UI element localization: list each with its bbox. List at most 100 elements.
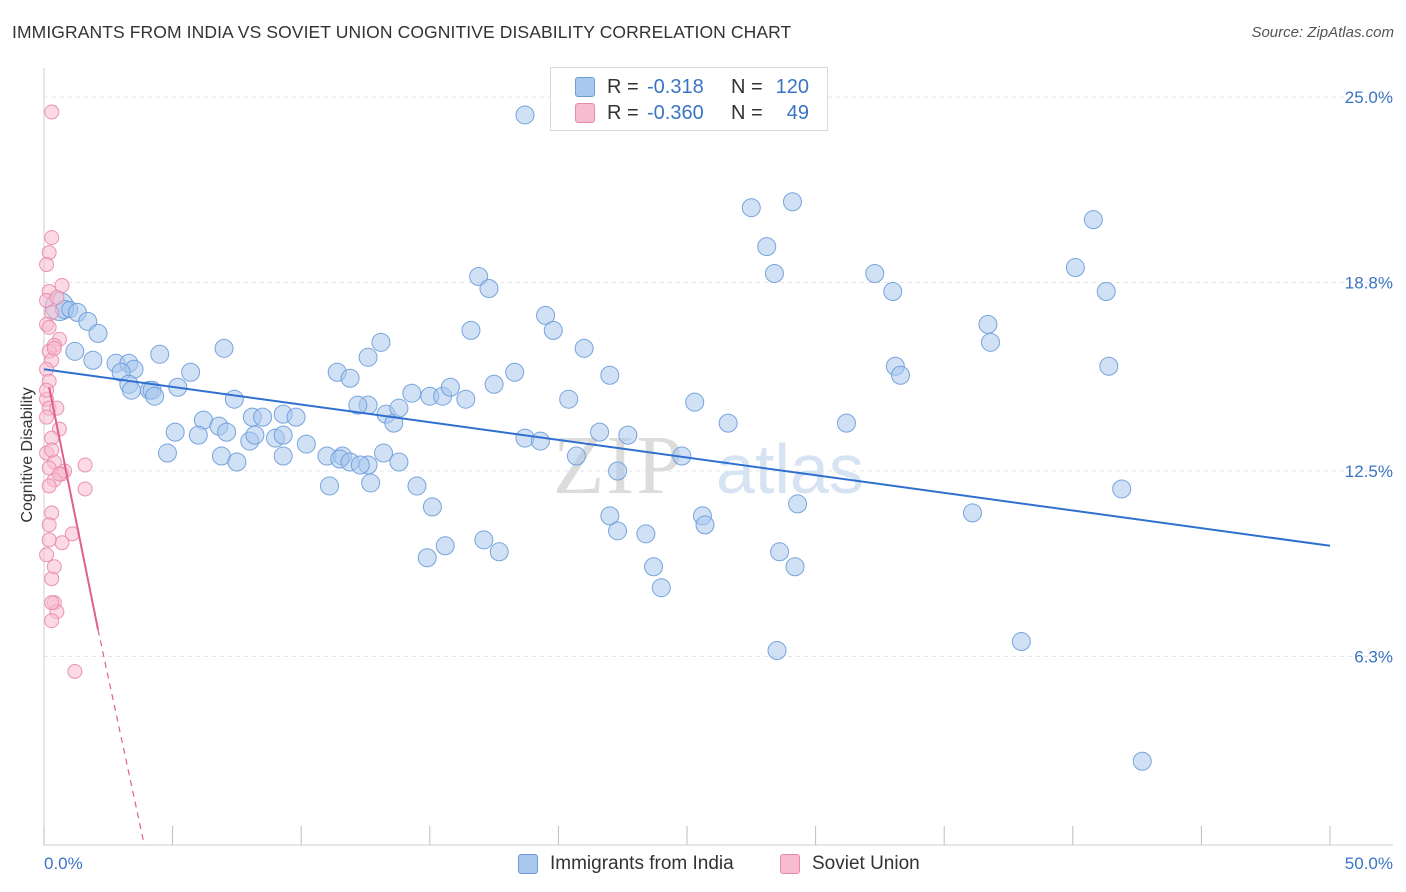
india-point bbox=[181, 362, 201, 382]
india-point bbox=[1065, 258, 1085, 278]
india-point bbox=[358, 347, 378, 367]
india-point bbox=[515, 428, 535, 448]
india-point bbox=[165, 422, 185, 442]
india-point bbox=[962, 503, 982, 523]
india-point bbox=[484, 374, 504, 394]
india-point bbox=[980, 332, 1000, 352]
india-point bbox=[88, 323, 108, 343]
india-point bbox=[145, 386, 165, 406]
india-point bbox=[608, 461, 628, 481]
india-point bbox=[1083, 210, 1103, 230]
india-point bbox=[883, 281, 903, 301]
india-point bbox=[636, 524, 656, 544]
india-point bbox=[440, 377, 460, 397]
r-label: R = bbox=[607, 101, 639, 124]
india-point bbox=[456, 389, 476, 409]
india-point bbox=[402, 383, 422, 403]
india-point bbox=[273, 425, 293, 445]
india-point bbox=[296, 434, 316, 454]
india-point bbox=[767, 641, 787, 661]
india-point bbox=[785, 557, 805, 577]
legend-label-india: Immigrants from India bbox=[550, 853, 734, 874]
india-point bbox=[1099, 356, 1119, 376]
india-point bbox=[695, 515, 715, 535]
n-label: N = bbox=[731, 101, 763, 124]
legend-swatch-india bbox=[518, 854, 538, 874]
india-point bbox=[718, 413, 738, 433]
india-point bbox=[505, 362, 525, 382]
india-point bbox=[890, 365, 910, 385]
india-point bbox=[543, 320, 563, 340]
x-tick-label: 0.0% bbox=[44, 854, 83, 873]
india-point bbox=[188, 425, 208, 445]
stats-legend-row-india: R = -0.318 N = 120 bbox=[575, 75, 809, 99]
india-point bbox=[361, 473, 381, 493]
soviet-trend-extension bbox=[97, 629, 145, 846]
india-point bbox=[217, 422, 237, 442]
india-point bbox=[407, 476, 427, 496]
india-point bbox=[559, 389, 579, 409]
india-point bbox=[590, 422, 610, 442]
india-point bbox=[65, 341, 85, 361]
stats-legend-row-soviet: R = -0.360 N = 49 bbox=[575, 101, 809, 125]
y-tick-label: 25.0% bbox=[1345, 88, 1393, 107]
x-tick-label: 50.0% bbox=[1345, 854, 1393, 873]
india-point bbox=[978, 314, 998, 334]
india-point bbox=[273, 446, 293, 466]
soviet-point bbox=[44, 595, 60, 611]
india-point bbox=[685, 392, 705, 412]
n-value: 49 bbox=[786, 101, 809, 124]
source-label: Source: ZipAtlas.com bbox=[1251, 24, 1394, 41]
india-point bbox=[479, 278, 499, 298]
r-label: R = bbox=[607, 75, 639, 98]
watermark-atlas: atlas bbox=[716, 430, 864, 508]
india-point bbox=[600, 506, 620, 526]
soviet-point bbox=[67, 663, 83, 679]
soviet-point bbox=[41, 532, 57, 548]
india-point bbox=[245, 425, 265, 445]
india-point bbox=[461, 320, 481, 340]
r-value: -0.318 bbox=[647, 75, 704, 98]
india-point bbox=[618, 425, 638, 445]
n-value: 120 bbox=[775, 75, 809, 98]
india-point bbox=[865, 264, 885, 284]
india-point bbox=[764, 264, 784, 284]
y-tick-label: 12.5% bbox=[1345, 462, 1393, 481]
soviet-point bbox=[46, 340, 62, 356]
india-point bbox=[530, 431, 550, 451]
india-point bbox=[435, 536, 455, 556]
india-point bbox=[374, 443, 394, 463]
india-point bbox=[286, 407, 306, 427]
soviet-point bbox=[54, 535, 70, 551]
soviet-point bbox=[44, 613, 60, 629]
india-point bbox=[515, 105, 535, 125]
india-point bbox=[227, 452, 247, 472]
india-point bbox=[389, 452, 409, 472]
india-point bbox=[782, 192, 802, 212]
india-point bbox=[574, 338, 594, 358]
india-point bbox=[417, 548, 437, 568]
legend-item-india: Immigrants from India bbox=[518, 852, 734, 876]
india-point bbox=[340, 368, 360, 388]
soviet-point bbox=[44, 104, 60, 120]
india-point bbox=[788, 494, 808, 514]
india-point bbox=[83, 350, 103, 370]
india-point bbox=[608, 521, 628, 541]
soviet-point bbox=[39, 257, 55, 273]
soviet-point bbox=[41, 517, 57, 533]
soviet-point bbox=[44, 230, 60, 246]
india-point bbox=[489, 542, 509, 562]
india-point bbox=[350, 455, 370, 475]
stats-legend: R = -0.318 N = 120 R = -0.360 N = 49 bbox=[550, 67, 828, 131]
india-point bbox=[836, 413, 856, 433]
legend-swatch-soviet bbox=[780, 854, 800, 874]
india-swatch bbox=[575, 77, 595, 97]
india-point bbox=[224, 389, 244, 409]
india-point bbox=[536, 305, 556, 325]
y-tick-label: 6.3% bbox=[1354, 648, 1393, 667]
legend-item-soviet: Soviet Union bbox=[780, 852, 920, 876]
y-tick-label: 18.8% bbox=[1345, 274, 1393, 293]
soviet-point bbox=[49, 289, 65, 305]
india-point bbox=[1011, 632, 1031, 652]
